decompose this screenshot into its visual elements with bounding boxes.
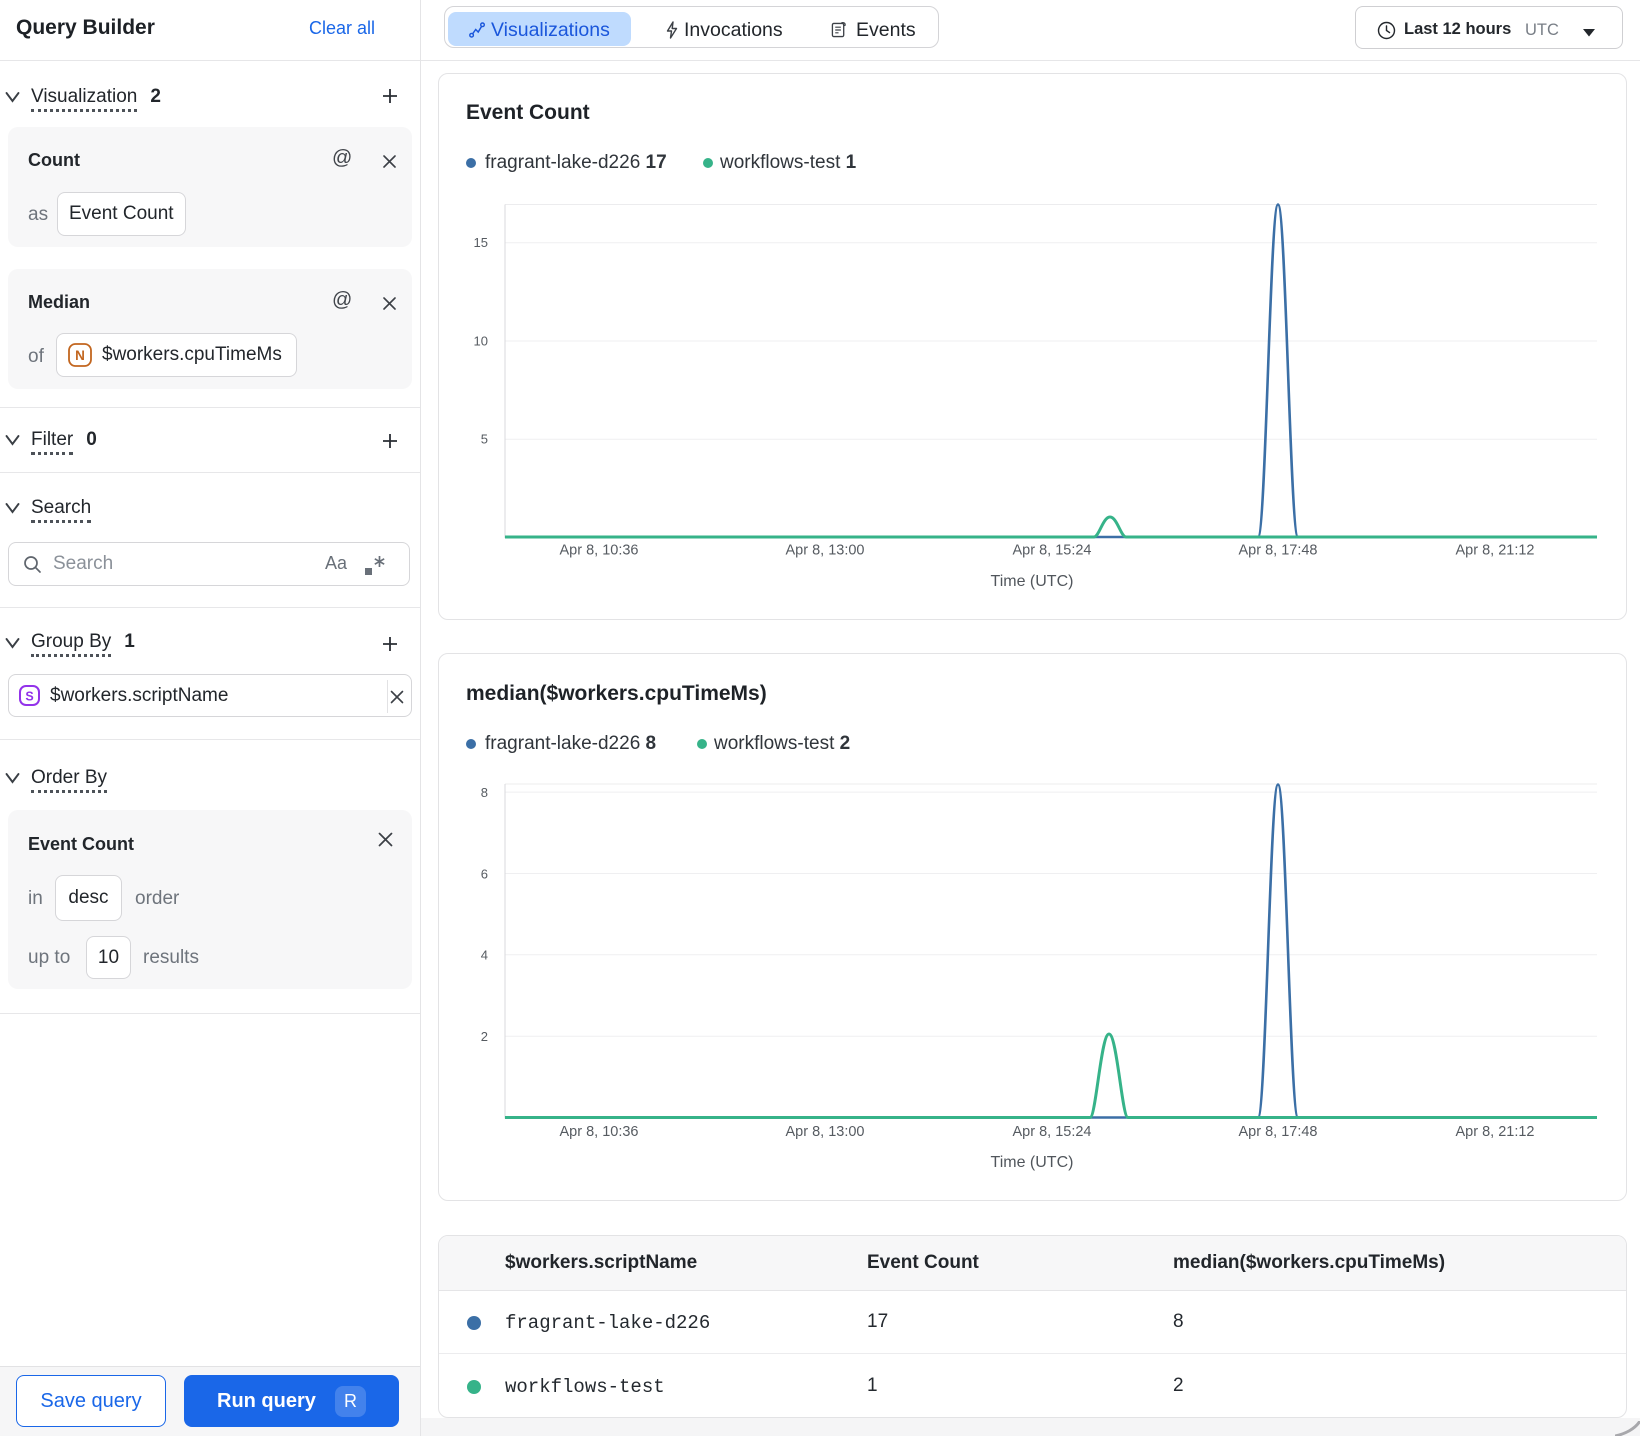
svg-text:N: N: [75, 348, 85, 363]
svg-text:Apr 8, 17:48: Apr 8, 17:48: [1239, 1124, 1318, 1140]
svg-text:Apr 8, 15:24: Apr 8, 15:24: [1013, 1124, 1092, 1140]
svg-text:Apr 8, 10:36: Apr 8, 10:36: [560, 1124, 639, 1140]
svg-text:Apr 8, 10:36: Apr 8, 10:36: [560, 543, 639, 559]
svg-text:15: 15: [474, 235, 488, 250]
svg-text:8: 8: [481, 785, 488, 800]
svg-text:Time (UTC): Time (UTC): [991, 573, 1074, 590]
svg-text:Apr 8, 21:12: Apr 8, 21:12: [1456, 543, 1535, 559]
svg-text:Apr 8, 21:12: Apr 8, 21:12: [1456, 1124, 1535, 1140]
svg-text:4: 4: [481, 948, 488, 963]
svg-text:5: 5: [481, 432, 488, 447]
svg-text:2: 2: [481, 1029, 488, 1044]
svg-text:S: S: [25, 690, 33, 704]
svg-text:6: 6: [481, 866, 488, 881]
svg-text:10: 10: [474, 334, 488, 349]
svg-text:Apr 8, 13:00: Apr 8, 13:00: [786, 543, 865, 559]
svg-text:Apr 8, 15:24: Apr 8, 15:24: [1013, 543, 1092, 559]
svg-text:Apr 8, 17:48: Apr 8, 17:48: [1239, 543, 1318, 559]
svg-text:Time (UTC): Time (UTC): [991, 1154, 1074, 1171]
svg-text:Apr 8, 13:00: Apr 8, 13:00: [786, 1124, 865, 1140]
